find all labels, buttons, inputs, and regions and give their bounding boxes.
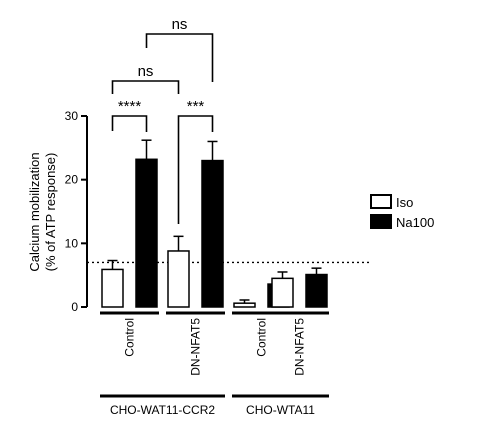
category-label: Control <box>123 318 137 357</box>
legend-label: Iso <box>396 195 413 210</box>
x-axis-labels: Control DN-NFAT5 Control DN-NFAT5 CHO-WAT11-… <box>100 311 329 417</box>
y-axis-label: Calcium mobilization (% of ATP response) <box>27 152 58 271</box>
group-label: CHO-WAT11-CCR2 <box>110 403 215 417</box>
significance-label: *** <box>187 98 205 115</box>
significance-label: ns <box>138 63 154 80</box>
bar <box>167 250 190 308</box>
y-tick-label: 0 <box>71 300 78 314</box>
bar <box>233 302 256 308</box>
category-label: Control <box>255 318 269 357</box>
significance-bracket <box>111 115 148 132</box>
y-axis-label-line1: Calcium mobilization <box>27 152 42 271</box>
group-label: CHO-WTA11 <box>246 403 315 417</box>
bar <box>135 158 158 308</box>
y-tick-label: 20 <box>65 173 79 187</box>
bar <box>271 277 294 308</box>
legend-label: Na100 <box>396 215 434 230</box>
category-label: DN-NFAT5 <box>189 318 203 376</box>
legend: Iso Na100 <box>370 194 434 230</box>
significance-label: ns <box>172 16 188 33</box>
axes: 0 10 20 30 <box>65 109 369 314</box>
legend-swatch <box>370 214 392 229</box>
bar <box>101 268 124 308</box>
y-axis-label-line2: (% of ATP response) <box>43 153 58 272</box>
category-label: DN-NFAT5 <box>293 318 307 376</box>
legend-swatch <box>370 194 392 209</box>
bar <box>201 159 224 308</box>
bars <box>101 139 328 308</box>
significance-bracket <box>111 80 180 94</box>
significance-bracket <box>145 33 214 82</box>
y-tick-label: 10 <box>65 236 79 250</box>
significance-bracket <box>177 115 214 224</box>
bar <box>305 273 328 308</box>
significance-label: **** <box>118 98 142 115</box>
y-tick-label: 30 <box>65 109 79 123</box>
